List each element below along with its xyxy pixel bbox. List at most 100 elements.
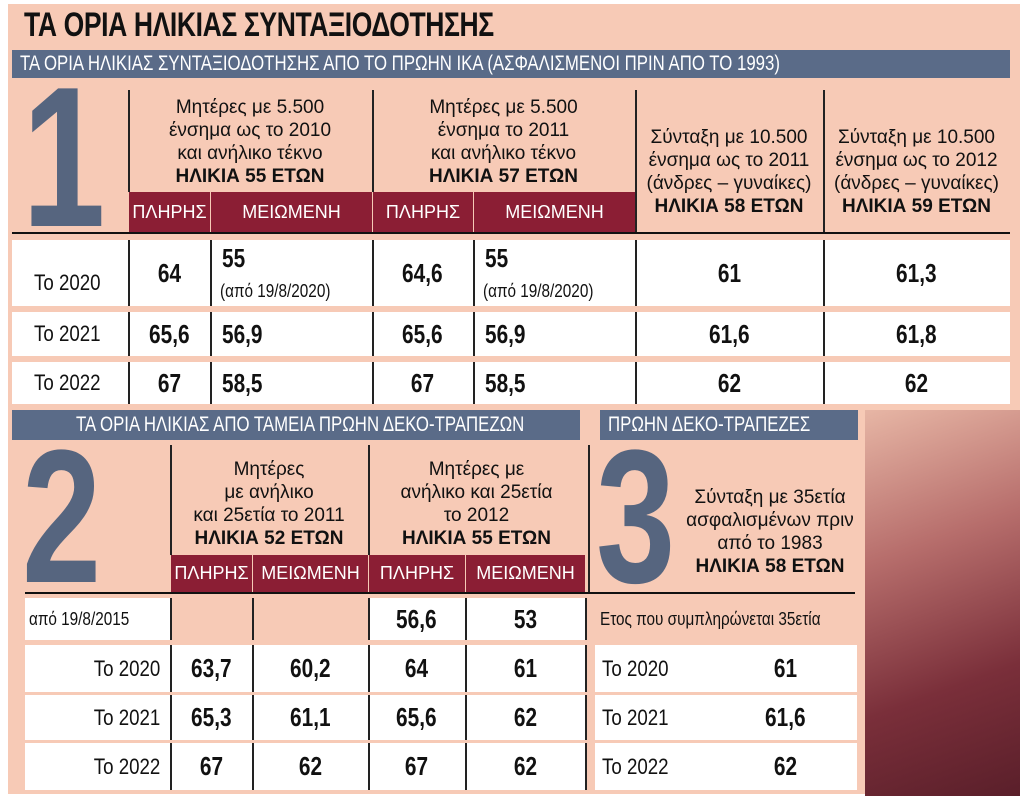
value-cell: 64 [368, 645, 465, 692]
value-cell-text: 64,6 [402, 257, 443, 288]
value-cell-text: 61,1 [289, 702, 331, 732]
value-cell-text: 61,8 [896, 318, 937, 349]
subheader-cell-text: ΜΕΙΩΜΕΝΗ [242, 201, 341, 222]
page-title: ΤΑ ΟΡΙΑ ΗΛΙΚΙΑΣ ΣΥΝΤΑΞΙΟΔΟΤΗΣΗΣ [24, 6, 494, 44]
divider [635, 90, 637, 232]
divider [635, 312, 637, 356]
section-3-caption: Ετος που συμπληρώνεται 35ετία [600, 598, 859, 640]
row-label: Το 2021 [602, 695, 680, 740]
header-line: ΗΛΙΚΙΑ 55 ΕΤΩΝ [402, 528, 551, 549]
value-cell-text: 61,6 [764, 702, 806, 732]
divider [585, 695, 587, 740]
value-cell: 56,9 [210, 312, 372, 356]
subheader-cell-text: ΠΛΗΡΗΣ [385, 201, 461, 222]
value-note: (από 19/8/2020) [483, 279, 613, 303]
header-line: (άνδρες – γυναίκες) [834, 173, 999, 194]
rule [25, 592, 855, 594]
value-cell: 61,8 [823, 312, 1010, 356]
value-cell-text: 62 [773, 751, 797, 781]
value-cell: 62 [465, 695, 585, 740]
divider [368, 743, 370, 790]
value-cell-text: 63,7 [190, 653, 232, 683]
value-cell: 65,3 [170, 695, 252, 740]
divider [368, 445, 370, 592]
divider [823, 90, 825, 232]
value-cell: 62 [720, 743, 850, 790]
subheader-cell: ΠΛΗΡΗΣ [128, 192, 210, 232]
column-header: Σύνταξη με 10.500 ένσημα ως το 2011 (άνδρε… [635, 88, 823, 218]
section-3-banner: ΠΡΩΗΝ ΔΕΚΟ-ΤΡΑΠΕΖΕΣ [600, 410, 858, 440]
column-header: Σύνταξη με 10.500 ένσημα ως το 2012 (άνδρε… [823, 88, 1010, 218]
section-2-numeral: 2 [22, 444, 102, 590]
divider [585, 645, 587, 692]
header-line: από το 1983 [717, 533, 823, 554]
divider [823, 362, 825, 404]
value-cell-text: 67 [157, 367, 181, 398]
row-label: Το 2020 [34, 260, 112, 306]
row-label-text: Το 2020 [602, 655, 669, 681]
value-cell-text: 56,9 [485, 318, 526, 349]
divider [473, 312, 475, 356]
column-header: Μητέρες με 5.500 ένσημα ως το 2010 και ανή… [128, 88, 372, 188]
value-cell-text: 61 [773, 653, 797, 683]
value-cell: 55 [210, 240, 372, 276]
section-2-banner: ΤΑ ΟΡΙΑ ΗΛΙΚΙΑΣ ΑΠΟ ΤΑΜΕΙΑ ΠΡΩΗΝ ΔΕΚΟ-ΤΡ… [12, 410, 580, 440]
divider [210, 240, 212, 306]
divider [128, 240, 130, 306]
value-cell: 61,6 [720, 695, 850, 740]
divider [128, 312, 130, 356]
divider [585, 743, 587, 790]
divider [128, 362, 130, 404]
subheader-cell: ΠΛΗΡΗΣ [372, 192, 473, 232]
divider [465, 743, 467, 790]
header-line: ένσημα ως το 2010 [168, 120, 332, 141]
value-cell: 56,9 [473, 312, 635, 356]
value-cell-text: 56,6 [396, 603, 437, 634]
table-row [25, 645, 585, 692]
value-cell [252, 598, 368, 640]
value-cell-text: 56,9 [222, 318, 263, 349]
row-label: Το 2022 [602, 743, 680, 790]
table-row [12, 240, 1010, 306]
value-cell: 61,3 [823, 240, 1010, 306]
row-label-text: Το 2020 [34, 270, 101, 295]
value-cell-text: 61 [513, 653, 537, 683]
header-line: Σύνταξη με 10.500 [650, 127, 808, 148]
value-cell: 58,5 [210, 362, 372, 404]
photo-elderly-people [865, 410, 1020, 796]
section-3-numeral: 3 [596, 444, 675, 590]
row-label: Το 2021 [25, 695, 160, 740]
section-1-numeral: 1 [22, 85, 106, 231]
table-row [595, 695, 857, 740]
banner-text: ΠΡΩΗΝ ΔΕΚΟ-ΤΡΑΠΕΖΕΣ [608, 413, 811, 436]
value-cell-text: 65,6 [402, 318, 443, 349]
table-row [12, 312, 1010, 356]
divider [252, 743, 254, 790]
divider [252, 695, 254, 740]
value-cell: 65,6 [372, 312, 473, 356]
row-label-text: Το 2021 [34, 321, 101, 346]
value-cell-text: 65,6 [396, 702, 437, 732]
subheader-cell: ΜΕΙΩΜΕΝΗ [252, 555, 368, 592]
value-cell-text: 64 [157, 257, 181, 288]
value-cell-text: 62 [513, 702, 537, 732]
value-cell-text: 61,3 [896, 257, 937, 288]
value-cell: 67 [128, 362, 210, 404]
divider [465, 695, 467, 740]
value-cell: 61,1 [252, 695, 368, 740]
value-cell: 67 [170, 743, 252, 790]
subheader-cell-text: ΜΕΙΩΜΕΝΗ [261, 563, 360, 583]
value-cell: 62 [252, 743, 368, 790]
subheader-cell: ΜΕΙΩΜΕΝΗ [210, 192, 372, 232]
value-cell: 62 [635, 362, 823, 404]
divider [210, 312, 212, 356]
section-1-banner: ΤΑ ΟΡΙΑ ΗΛΙΚΙΑΣ ΣΥΝΤΑΞΙΟΔΟΤΗΣΗΣ ΑΠΟ ΤΟ Π… [12, 50, 1010, 78]
value-cell: 55 [473, 240, 635, 276]
divider [252, 645, 254, 692]
header-line: ΗΛΙΚΙΑ 52 ΕΤΩΝ [194, 528, 344, 549]
divider [368, 695, 370, 740]
row-label-text: Το 2022 [93, 753, 160, 779]
divider [823, 312, 825, 356]
row-label-text: από 19/8/2015 [29, 608, 130, 629]
row-label: από 19/8/2015 [25, 598, 160, 640]
